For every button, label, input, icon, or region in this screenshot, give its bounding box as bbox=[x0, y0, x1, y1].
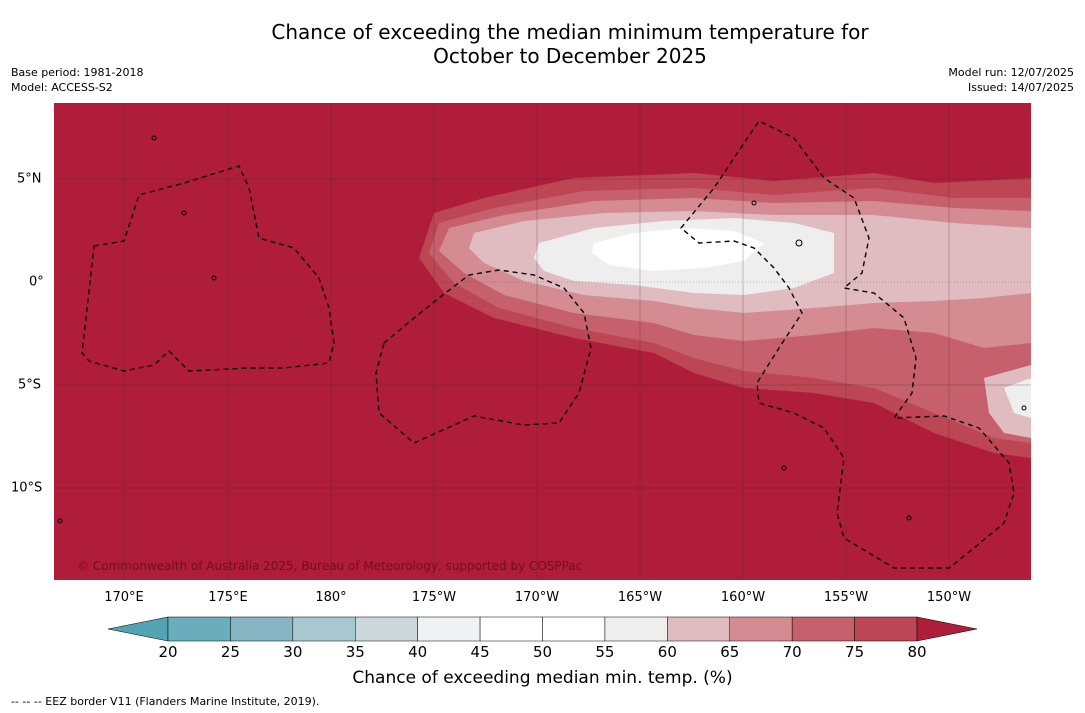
islands bbox=[57, 135, 1027, 524]
colorbar-segment bbox=[854, 616, 918, 642]
colorbar-tick-label: 45 bbox=[470, 643, 490, 661]
colorbar bbox=[108, 616, 978, 642]
model-run-text: Model run: 12/07/2025 bbox=[948, 66, 1074, 79]
lat-label-10s: 10°S bbox=[11, 480, 43, 496]
map-title: Chance of exceeding the median minimum t… bbox=[0, 20, 1085, 68]
issued-text: Issued: 14/07/2025 bbox=[967, 81, 1074, 94]
colorbar-segment bbox=[167, 616, 231, 642]
colorbar-segment bbox=[292, 616, 356, 642]
gridlines bbox=[54, 103, 1031, 580]
colorbar-segment bbox=[417, 616, 481, 642]
lon-label-155w: 155°W bbox=[823, 590, 869, 605]
colorbar-segments bbox=[167, 616, 918, 642]
colorbar-tick-label: 30 bbox=[283, 643, 303, 661]
colorbar-segment bbox=[230, 616, 294, 642]
colorbar-segment bbox=[542, 616, 606, 642]
colorbar-tick-label: 80 bbox=[907, 643, 927, 661]
colorbar-tick-label: 25 bbox=[220, 643, 240, 661]
colorbar-high-extension bbox=[916, 616, 978, 642]
colorbar-tick-label: 70 bbox=[782, 643, 802, 661]
colorbar-tick-label: 50 bbox=[532, 643, 553, 661]
copyright-text: © Commonwealth of Australia 2025, Bureau… bbox=[77, 559, 583, 573]
lat-label-5n: 5°N bbox=[17, 171, 42, 187]
colorbar-tick-label: 20 bbox=[158, 643, 178, 661]
colorbar-segment bbox=[667, 616, 730, 642]
contour-50-55 bbox=[592, 228, 764, 271]
forecast-map bbox=[54, 103, 1031, 580]
lon-label-160w: 160°W bbox=[720, 590, 766, 605]
colorbar-low-extension bbox=[108, 616, 169, 642]
colorbar-segment bbox=[729, 616, 793, 642]
eez-borders bbox=[81, 120, 1015, 569]
colorbar-segment bbox=[604, 616, 668, 642]
colorbar-title: Chance of exceeding median min. temp. (%… bbox=[352, 668, 733, 688]
contour-east-core bbox=[1004, 378, 1031, 418]
lat-label-0: 0° bbox=[29, 274, 44, 290]
colorbar-tick-label: 55 bbox=[595, 643, 615, 661]
colorbar-tick-label: 60 bbox=[657, 643, 677, 661]
lon-label-175w: 175°W bbox=[411, 590, 457, 605]
lon-label-170w: 170°W bbox=[514, 590, 560, 605]
colorbar-segment bbox=[479, 616, 543, 642]
model-text: Model: ACCESS-S2 bbox=[11, 81, 113, 94]
lon-label-150w: 150°W bbox=[926, 590, 972, 605]
lon-label-165w: 165°W bbox=[617, 590, 663, 605]
title-line-1: Chance of exceeding the median minimum t… bbox=[271, 20, 869, 44]
meta-right: Model run: 12/07/2025 Issued: 14/07/2025 bbox=[948, 65, 1074, 95]
colorbar-tick-label: 75 bbox=[845, 643, 865, 661]
colorbar-tick-label: 35 bbox=[345, 643, 365, 661]
meta-left: Base period: 1981-2018 Model: ACCESS-S2 bbox=[11, 65, 143, 95]
colorbar-segment bbox=[355, 616, 418, 642]
lon-label-170e: 170°E bbox=[104, 590, 144, 605]
lon-label-175e: 175°E bbox=[208, 590, 248, 605]
title-line-2: October to December 2025 bbox=[433, 44, 707, 68]
base-period-text: Base period: 1981-2018 bbox=[11, 66, 144, 79]
colorbar-segment bbox=[791, 616, 855, 642]
colorbar-tick-label: 65 bbox=[720, 643, 740, 661]
lon-label-180: 180° bbox=[315, 590, 347, 605]
eez-footnote: -- -- -- EEZ border V11 (Flanders Marine… bbox=[11, 695, 320, 708]
lat-label-5s: 5°S bbox=[18, 377, 42, 393]
colorbar-tick-label: 40 bbox=[408, 643, 428, 661]
